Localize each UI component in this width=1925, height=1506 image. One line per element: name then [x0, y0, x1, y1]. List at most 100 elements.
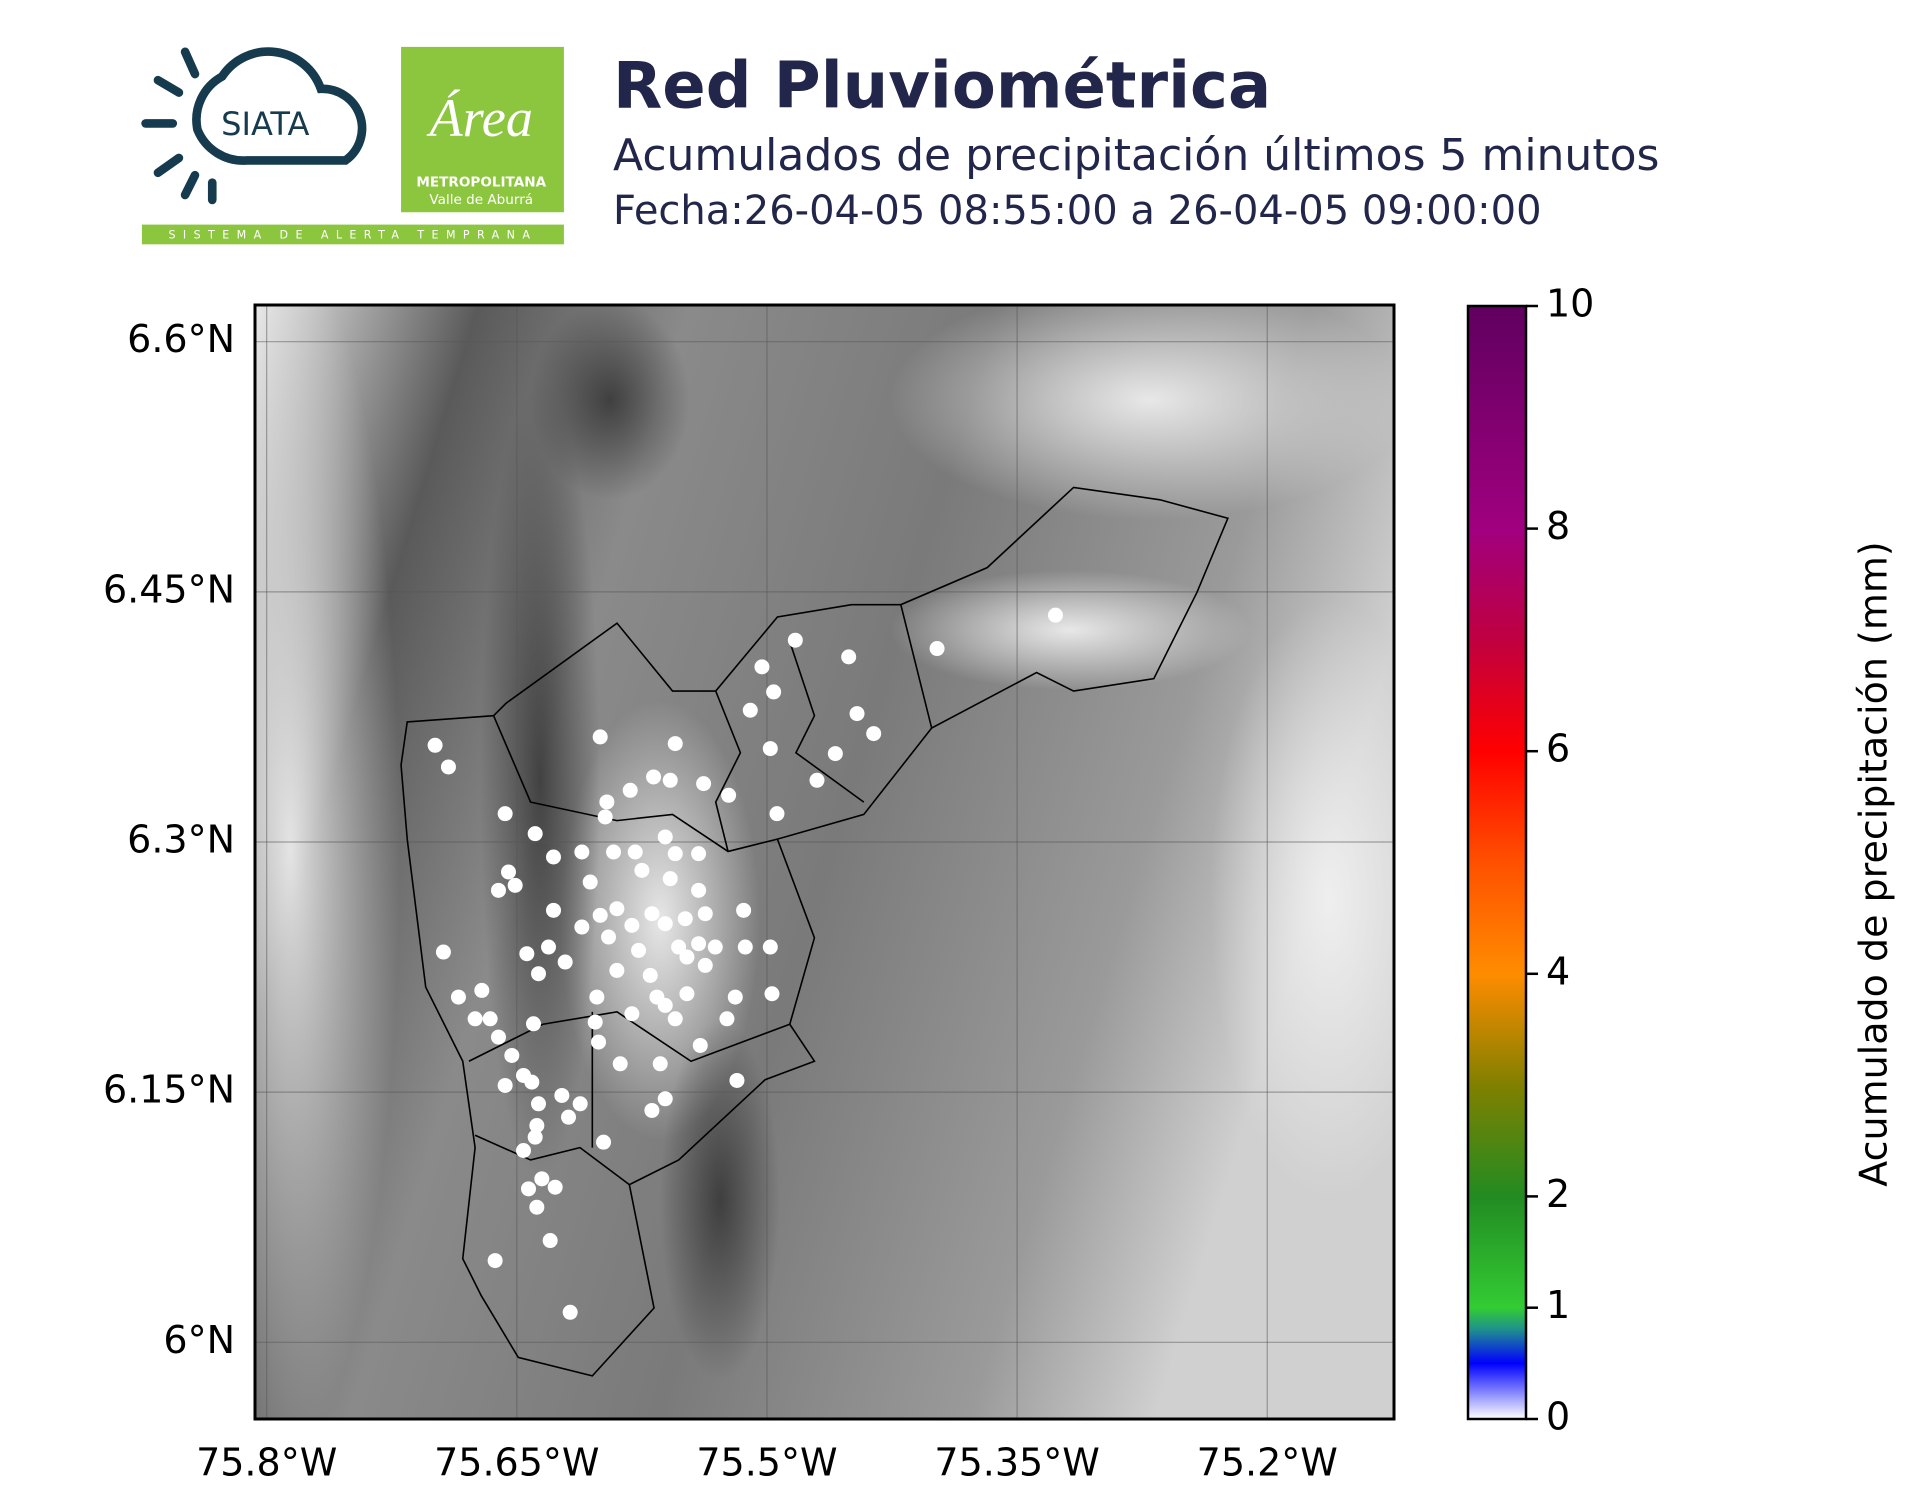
station — [599, 794, 615, 810]
station — [596, 1134, 612, 1150]
logo-sistema: SISTEMA DE ALERTA TEMPRANA — [168, 229, 537, 242]
map-frame — [253, 303, 1396, 1421]
station — [507, 877, 523, 893]
station — [841, 649, 857, 665]
station — [440, 759, 456, 775]
station — [435, 944, 451, 960]
station — [497, 1077, 513, 1093]
station — [707, 939, 723, 955]
station — [754, 659, 770, 675]
station — [769, 806, 785, 822]
station — [504, 1047, 520, 1063]
station — [657, 997, 673, 1013]
colorbar-tick-label: 4 — [1546, 949, 1570, 993]
station — [642, 967, 658, 983]
station — [662, 772, 678, 788]
station — [691, 846, 707, 862]
station — [657, 829, 673, 845]
station — [546, 902, 562, 918]
colorbar-tick-label: 6 — [1546, 727, 1570, 771]
station — [762, 741, 778, 757]
station — [866, 726, 882, 742]
station — [606, 844, 622, 860]
station — [474, 982, 490, 998]
colorbar-tick-label: 1 — [1546, 1283, 1570, 1327]
logo-valle: Valle de Aburrá — [429, 192, 533, 208]
station — [827, 746, 843, 762]
station — [624, 917, 640, 933]
station — [691, 882, 707, 898]
station — [497, 806, 513, 822]
station — [612, 1056, 628, 1072]
x-tick-label: 75.8°W — [196, 1441, 337, 1485]
station — [601, 929, 617, 945]
x-tick-label: 75.2°W — [1197, 1441, 1338, 1485]
station — [530, 966, 546, 982]
station — [589, 989, 605, 1005]
station — [562, 1304, 578, 1320]
station — [530, 1096, 546, 1112]
station — [762, 939, 778, 955]
station — [529, 1199, 545, 1215]
station — [515, 1143, 531, 1159]
station — [697, 957, 713, 973]
station — [591, 1034, 607, 1050]
station — [736, 902, 752, 918]
station — [697, 906, 713, 922]
station — [500, 864, 516, 880]
station — [692, 1037, 708, 1053]
station — [572, 1096, 588, 1112]
station — [609, 962, 625, 978]
colorbar-tick-label: 2 — [1546, 1172, 1570, 1216]
station — [547, 1179, 563, 1195]
station — [849, 706, 865, 722]
station — [557, 954, 573, 970]
municipal-boundaries — [400, 486, 1229, 1377]
station — [929, 641, 945, 657]
station — [634, 862, 650, 878]
station — [467, 1011, 483, 1027]
station — [582, 874, 598, 890]
station — [520, 1181, 536, 1197]
x-tick-label: 75.35°W — [934, 1441, 1099, 1485]
station — [624, 1006, 640, 1022]
station — [622, 782, 638, 798]
logo-siata: SIATA — [221, 105, 309, 143]
station — [742, 702, 758, 718]
station — [671, 939, 687, 955]
station — [667, 846, 683, 862]
station — [587, 1014, 603, 1030]
y-tick-label: 6.6°N — [127, 317, 235, 361]
y-tick-label: 6.15°N — [103, 1068, 235, 1112]
station — [657, 916, 673, 932]
station — [546, 849, 562, 865]
station — [527, 826, 543, 842]
x-tick-label: 75.5°W — [696, 1441, 837, 1485]
station — [787, 632, 803, 648]
station — [534, 1171, 550, 1187]
station — [729, 1072, 745, 1088]
terrain — [255, 305, 1394, 1419]
station — [679, 986, 695, 1002]
colorbar-tick-label: 10 — [1546, 282, 1594, 326]
title: Red Pluviométrica — [613, 50, 1271, 124]
station — [667, 736, 683, 752]
station — [737, 939, 753, 955]
station — [592, 907, 608, 923]
station — [727, 989, 743, 1005]
colorbar-tick-label: 8 — [1546, 504, 1570, 548]
station — [662, 871, 678, 887]
station — [524, 1074, 540, 1090]
station — [427, 737, 443, 753]
station — [487, 1253, 503, 1269]
station — [696, 776, 712, 792]
station — [764, 986, 780, 1002]
station — [667, 1011, 683, 1027]
station — [677, 911, 693, 927]
station — [529, 1117, 545, 1133]
y-tick-label: 6.3°N — [127, 817, 235, 861]
station — [646, 769, 662, 785]
colorbar — [1466, 304, 1528, 1421]
